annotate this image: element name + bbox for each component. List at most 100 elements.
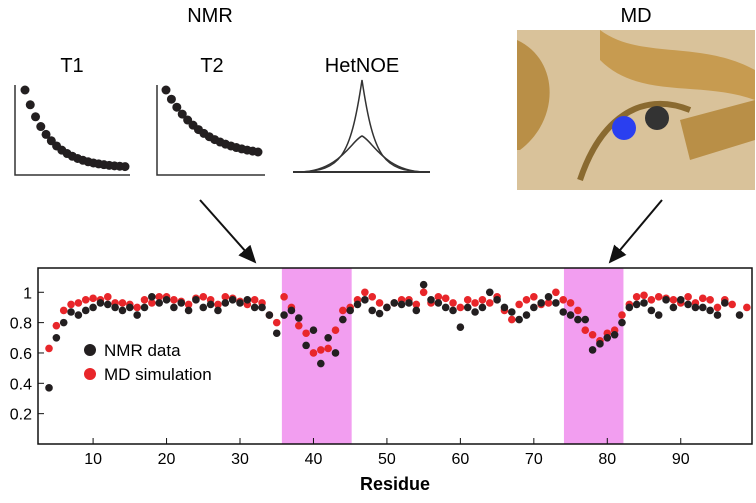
x-tick-label: 10 xyxy=(84,451,102,468)
data-point xyxy=(331,326,340,335)
data-point xyxy=(199,293,208,301)
data-point xyxy=(559,308,568,316)
y-tick-label: 0.6 xyxy=(10,346,32,363)
data-point xyxy=(368,293,377,301)
arrow xyxy=(608,199,663,264)
data-point xyxy=(184,300,193,309)
data-point xyxy=(698,303,707,312)
loop xyxy=(577,100,692,181)
data-point xyxy=(552,299,560,307)
data-point xyxy=(67,308,75,316)
data-point xyxy=(507,308,516,316)
x-tick-label: 90 xyxy=(672,451,690,468)
data-point xyxy=(133,311,141,319)
x-axis-label: Residue xyxy=(360,474,430,494)
y-tick-label: 1 xyxy=(23,285,32,302)
data-point xyxy=(478,303,487,312)
data-point xyxy=(530,293,538,301)
data-point xyxy=(324,344,332,353)
y-tick-label: 0.4 xyxy=(10,376,32,393)
data-point xyxy=(339,306,347,315)
data-point xyxy=(493,296,501,304)
data-point xyxy=(463,296,472,304)
legend-label: NMR data xyxy=(104,341,181,360)
data-point xyxy=(588,330,597,339)
nitrogen-atom xyxy=(612,116,636,140)
t1-axes xyxy=(14,85,130,176)
legend-label: MD simulation xyxy=(104,365,212,384)
data-point xyxy=(647,296,656,304)
data-point xyxy=(566,299,575,307)
data-point xyxy=(522,296,531,304)
schematics xyxy=(14,79,430,176)
data-point xyxy=(721,299,729,307)
data-point xyxy=(669,303,678,312)
data-point xyxy=(236,299,244,307)
data-point xyxy=(419,280,428,289)
decor-dot xyxy=(120,162,130,172)
data-point xyxy=(632,300,641,309)
data-point xyxy=(676,296,685,304)
data-point xyxy=(405,299,413,307)
data-point xyxy=(618,318,626,327)
data-point xyxy=(603,333,612,342)
data-point xyxy=(302,341,310,350)
data-point xyxy=(74,299,83,307)
data-point xyxy=(515,315,523,324)
strand xyxy=(680,100,755,160)
data-point xyxy=(265,311,274,319)
data-point xyxy=(96,299,105,307)
x-tick-label: 40 xyxy=(305,451,323,468)
data-point xyxy=(140,296,149,304)
helix xyxy=(517,40,550,150)
data-point xyxy=(177,299,186,307)
data-point xyxy=(640,291,648,300)
decor-dot xyxy=(41,129,51,139)
data-point xyxy=(456,303,465,312)
x-tick-label: 70 xyxy=(525,451,543,468)
data-point xyxy=(52,321,61,330)
data-point xyxy=(59,306,68,315)
data-point xyxy=(59,318,68,327)
decor-dot xyxy=(177,109,187,119)
data-point xyxy=(280,311,288,319)
data-point xyxy=(713,311,722,319)
data-point xyxy=(515,300,523,309)
data-point xyxy=(170,303,178,312)
data-point xyxy=(353,300,362,309)
hetnoe-heading: HetNOE xyxy=(325,55,399,77)
data-point xyxy=(735,311,744,319)
data-point xyxy=(375,309,384,318)
x-tick-label: 80 xyxy=(598,451,616,468)
data-point xyxy=(427,296,435,304)
md-structure xyxy=(517,30,755,190)
data-point xyxy=(383,303,391,312)
data-point xyxy=(324,333,332,342)
data-point xyxy=(287,306,296,315)
data-point xyxy=(250,296,259,304)
data-point xyxy=(206,300,215,309)
data-point xyxy=(361,296,369,304)
data-point xyxy=(434,293,443,301)
data-point xyxy=(596,340,604,348)
data-point xyxy=(434,299,443,307)
data-point xyxy=(45,344,53,353)
data-point xyxy=(640,299,648,307)
data-point xyxy=(485,288,494,297)
data-point xyxy=(706,306,714,315)
data-point xyxy=(632,293,641,301)
data-point xyxy=(574,315,582,324)
data-point xyxy=(184,306,193,315)
data-point xyxy=(552,288,560,297)
data-point xyxy=(478,296,487,304)
data-point xyxy=(74,311,83,319)
data-point xyxy=(170,296,178,304)
data-point xyxy=(654,311,663,319)
data-point xyxy=(669,296,678,304)
decor-dot xyxy=(31,112,41,122)
decor-dot xyxy=(166,94,176,104)
data-point xyxy=(471,299,479,307)
nmr-heading: NMR xyxy=(187,5,233,27)
x-tick-label: 60 xyxy=(451,451,469,468)
